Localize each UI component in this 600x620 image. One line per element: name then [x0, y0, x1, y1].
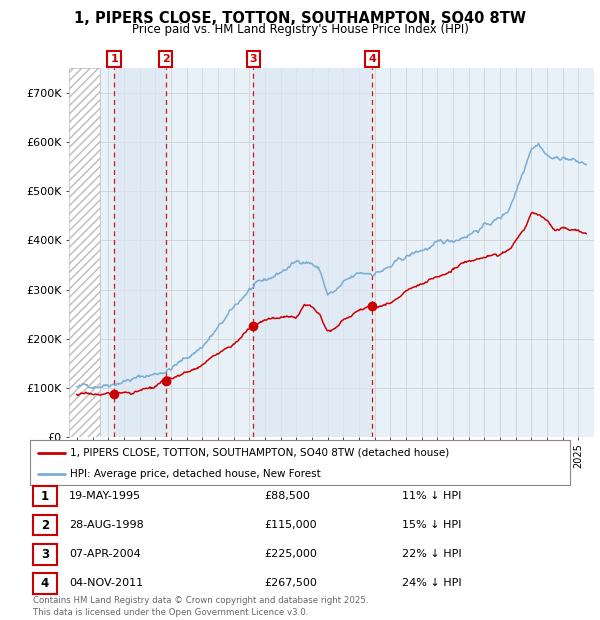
Text: 24% ↓ HPI: 24% ↓ HPI [402, 578, 461, 588]
Text: 4: 4 [368, 54, 376, 64]
Text: Price paid vs. HM Land Registry's House Price Index (HPI): Price paid vs. HM Land Registry's House … [131, 23, 469, 36]
Text: 22% ↓ HPI: 22% ↓ HPI [402, 549, 461, 559]
Bar [114, 68, 166, 437]
Text: 1, PIPERS CLOSE, TOTTON, SOUTHAMPTON, SO40 8TW: 1, PIPERS CLOSE, TOTTON, SOUTHAMPTON, SO… [74, 11, 526, 25]
Bar [253, 68, 372, 437]
Text: £225,000: £225,000 [264, 549, 317, 559]
Text: £115,000: £115,000 [264, 520, 317, 530]
Text: 2: 2 [161, 54, 169, 64]
Text: 07-APR-2004: 07-APR-2004 [69, 549, 141, 559]
Text: 19-MAY-1995: 19-MAY-1995 [69, 491, 141, 501]
Text: 2: 2 [41, 519, 49, 531]
Bar [69, 68, 100, 437]
Text: £267,500: £267,500 [264, 578, 317, 588]
Text: 28-AUG-1998: 28-AUG-1998 [69, 520, 144, 530]
Text: 1, PIPERS CLOSE, TOTTON, SOUTHAMPTON, SO40 8TW (detached house): 1, PIPERS CLOSE, TOTTON, SOUTHAMPTON, SO… [71, 448, 450, 458]
Bar [69, 68, 100, 437]
Text: 04-NOV-2011: 04-NOV-2011 [69, 578, 143, 588]
Text: £88,500: £88,500 [264, 491, 310, 501]
Text: 15% ↓ HPI: 15% ↓ HPI [402, 520, 461, 530]
Text: 11% ↓ HPI: 11% ↓ HPI [402, 491, 461, 501]
Text: 4: 4 [41, 577, 49, 590]
Text: 1: 1 [110, 54, 118, 64]
Text: 3: 3 [250, 54, 257, 64]
Text: 1: 1 [41, 490, 49, 502]
Text: HPI: Average price, detached house, New Forest: HPI: Average price, detached house, New … [71, 469, 321, 479]
Text: 3: 3 [41, 548, 49, 560]
Text: Contains HM Land Registry data © Crown copyright and database right 2025.
This d: Contains HM Land Registry data © Crown c… [33, 596, 368, 617]
